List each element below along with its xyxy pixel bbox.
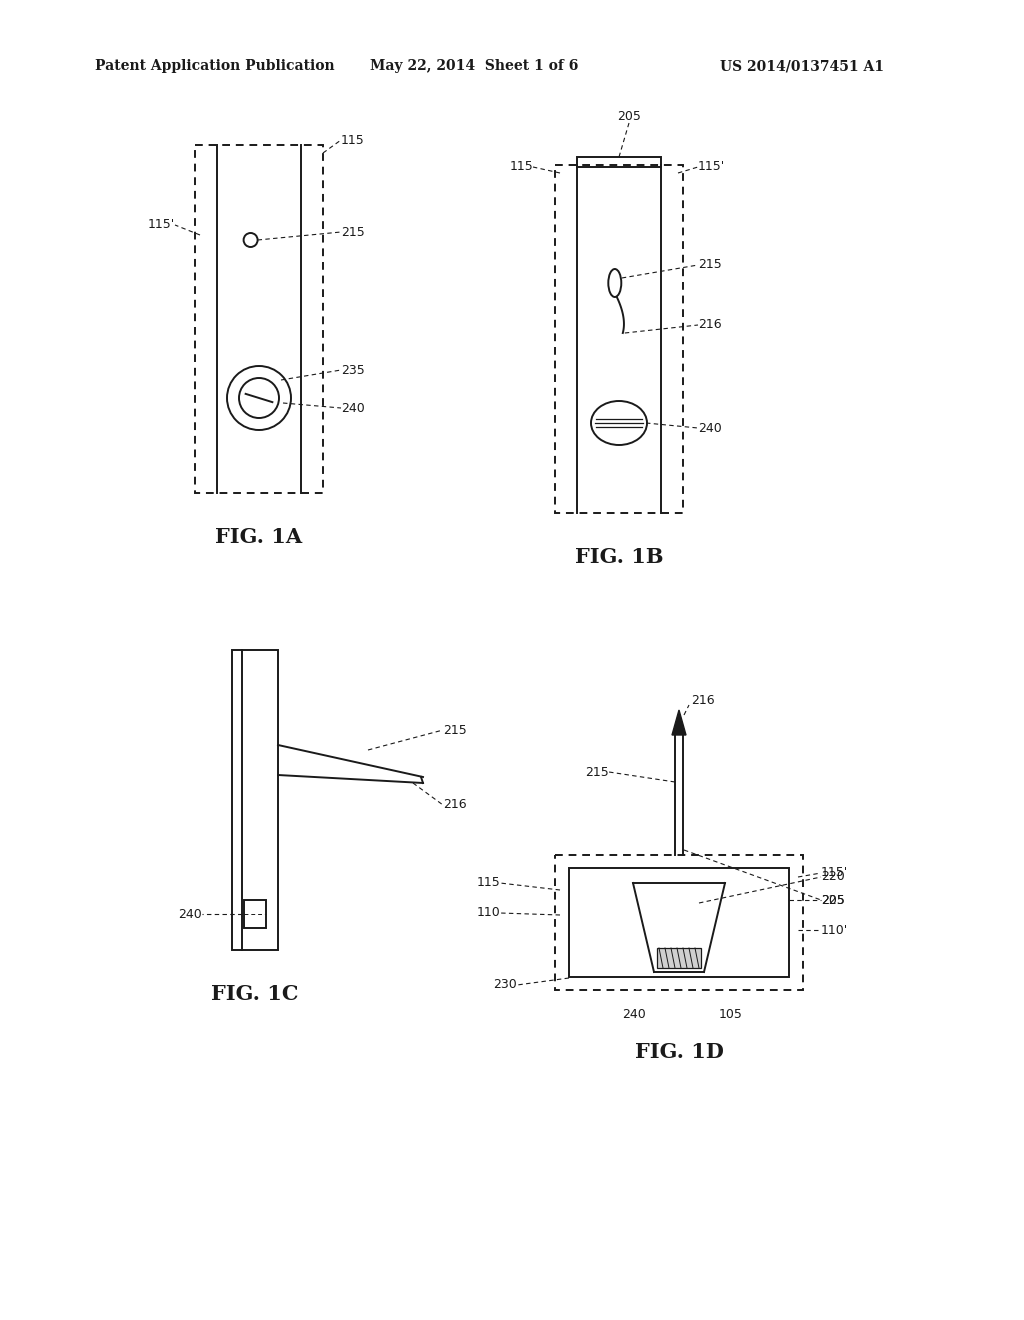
Text: 215: 215 [443, 723, 467, 737]
Text: FIG. 1B: FIG. 1B [574, 546, 664, 568]
Text: 220: 220 [821, 870, 845, 883]
Text: 105: 105 [719, 1008, 743, 1022]
Text: 235: 235 [341, 363, 365, 376]
Bar [555, 855, 803, 990]
Text: 115': 115' [698, 161, 725, 173]
Text: 215: 215 [698, 259, 722, 272]
Text: 240: 240 [623, 1008, 646, 1022]
Text: 205: 205 [617, 110, 641, 123]
Text: 216: 216 [691, 693, 715, 706]
Text: 240: 240 [698, 421, 722, 434]
Text: 115: 115 [341, 133, 365, 147]
Text: US 2014/0137451 A1: US 2014/0137451 A1 [720, 59, 884, 73]
Text: May 22, 2014  Sheet 1 of 6: May 22, 2014 Sheet 1 of 6 [370, 59, 579, 73]
Text: 216: 216 [443, 799, 467, 812]
Text: 110: 110 [476, 907, 500, 920]
Text: 115: 115 [509, 161, 534, 173]
Text: 115': 115' [821, 866, 848, 879]
Text: FIG. 1A: FIG. 1A [215, 527, 302, 546]
Text: 205: 205 [821, 894, 845, 907]
Text: 115: 115 [476, 876, 500, 890]
Polygon shape [672, 710, 686, 735]
Bar [577, 157, 662, 168]
Text: FIG. 1C: FIG. 1C [211, 983, 299, 1005]
Text: 215: 215 [341, 226, 365, 239]
Bar [569, 869, 790, 977]
Text: 215: 215 [586, 766, 609, 779]
Text: FIG. 1D: FIG. 1D [635, 1041, 723, 1063]
Text: 110': 110' [821, 924, 848, 936]
Bar [232, 649, 278, 950]
Bar [195, 145, 323, 492]
Text: 240: 240 [341, 401, 365, 414]
Text: 240: 240 [178, 908, 202, 920]
Text: 225: 225 [821, 894, 845, 907]
Bar [244, 900, 266, 928]
Text: 115': 115' [147, 219, 175, 231]
Text: Patent Application Publication: Patent Application Publication [95, 59, 335, 73]
Text: 230: 230 [494, 978, 517, 991]
Bar [657, 948, 701, 968]
Text: 216: 216 [698, 318, 722, 331]
Bar [555, 165, 683, 513]
